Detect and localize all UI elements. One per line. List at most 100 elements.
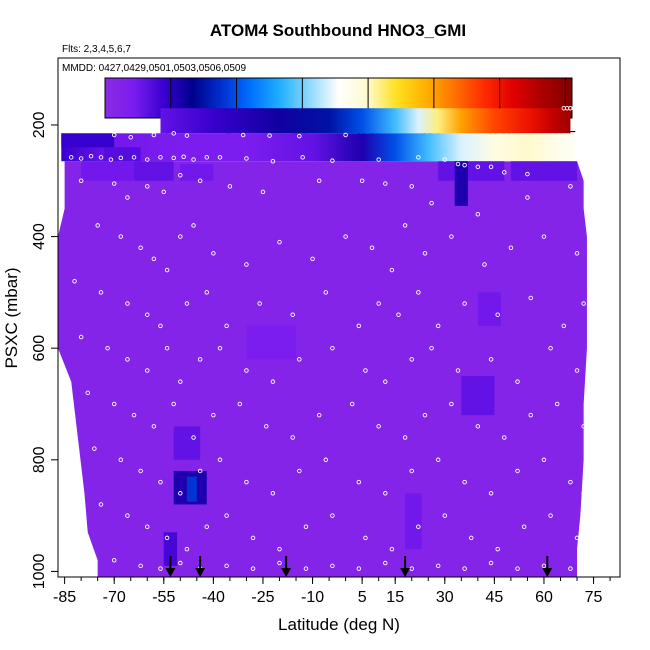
flight-arrow-head [281, 568, 292, 577]
sample-point [227, 184, 233, 189]
heatmap-cell [186, 476, 197, 502]
sample-point [297, 468, 302, 474]
x-tick-label: -70 [103, 589, 126, 606]
flights-label: Flts: 2,3,4,5,6,7 [62, 44, 131, 55]
sample-point [125, 357, 130, 362]
sample-point [250, 535, 256, 541]
sample-point [409, 566, 414, 571]
sample-point [422, 251, 428, 256]
y-tick-label: 800 [31, 446, 48, 473]
sample-point [95, 223, 100, 228]
sample-point [118, 155, 124, 161]
sample-point [92, 446, 97, 451]
x-tick-label: 60 [535, 589, 553, 606]
sample-point [145, 157, 150, 162]
sample-point [502, 170, 507, 175]
x-tick-label: 15 [386, 589, 404, 606]
flight-arrow-head [400, 568, 411, 577]
sample-point [260, 189, 266, 195]
sample-point [178, 560, 183, 566]
sample-point [541, 234, 547, 239]
sample-point [356, 479, 362, 485]
sample-point [277, 546, 282, 552]
plot-area [58, 105, 587, 577]
sample-point [508, 245, 514, 250]
sample-point [224, 513, 229, 518]
sample-point [158, 323, 163, 329]
heatmap-cell [477, 292, 501, 326]
sample-point [88, 153, 94, 159]
sample-point [145, 524, 150, 530]
sample-point [191, 435, 196, 440]
sample-point [409, 357, 414, 362]
sample-point [429, 200, 434, 206]
sample-point [528, 412, 533, 418]
sample-point [376, 301, 381, 306]
x-tick-label: 45 [485, 589, 503, 606]
sample-point [297, 357, 302, 362]
sample-point [383, 491, 388, 496]
flight-arrow-head [195, 568, 206, 577]
flight-arrow-head [542, 568, 553, 577]
sample-point [224, 563, 229, 569]
sample-point [244, 156, 249, 161]
sample-point [409, 184, 414, 189]
sample-point [422, 412, 428, 418]
x-tick-label: 5 [358, 589, 367, 606]
sample-point [270, 158, 276, 164]
sample-point [244, 262, 249, 267]
sample-point [515, 379, 520, 384]
sample-point [178, 172, 183, 178]
sample-point [488, 164, 494, 170]
sample-point [363, 368, 368, 373]
sample-point [462, 479, 467, 485]
sample-point [197, 357, 203, 362]
sample-point [581, 301, 586, 306]
sample-point [475, 164, 481, 170]
sample-point [475, 212, 481, 217]
sample-point [111, 401, 117, 407]
sample-point [303, 524, 309, 530]
sample-point [396, 312, 401, 317]
sample-point [482, 262, 487, 267]
sample-point [270, 491, 276, 496]
sample-point [323, 290, 329, 295]
sample-point [528, 295, 533, 301]
sample-point [525, 171, 530, 177]
sample-point [178, 491, 183, 496]
sample-point [581, 491, 586, 496]
y-axis-label: PSXC (mbar) [2, 267, 21, 368]
sample-point [515, 468, 520, 474]
sample-point [158, 479, 163, 485]
sample-point [138, 468, 143, 474]
sample-point [561, 323, 567, 329]
sample-point [178, 379, 183, 384]
sample-point [495, 546, 500, 552]
sample-point [250, 566, 256, 571]
sample-point [224, 323, 229, 329]
sample-point [525, 195, 530, 200]
sample-point [181, 154, 186, 160]
sample-point [211, 251, 216, 256]
sample-point [442, 157, 448, 162]
sample-point [574, 368, 580, 373]
sample-point [442, 513, 448, 518]
sample-point [111, 181, 117, 186]
sample-point [204, 524, 210, 530]
sample-point [131, 155, 137, 160]
sample-point [323, 457, 329, 463]
sample-point [164, 267, 170, 273]
y-tick-label: 200 [31, 112, 48, 139]
sample-point [316, 178, 322, 184]
sample-point [495, 312, 500, 317]
sample-point [118, 457, 124, 463]
sample-point [449, 401, 454, 407]
sample-point [78, 334, 84, 340]
sample-point [416, 290, 421, 295]
y-tick-label: 1000 [31, 554, 48, 590]
sample-point [383, 560, 388, 566]
sample-point [78, 178, 84, 184]
sample-point [158, 155, 163, 160]
sample-point [72, 278, 77, 284]
